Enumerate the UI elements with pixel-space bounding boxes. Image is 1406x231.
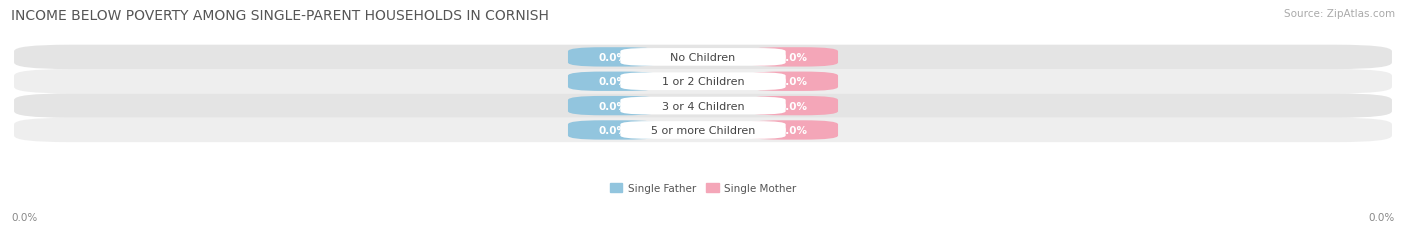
FancyBboxPatch shape (14, 94, 1392, 118)
Text: 5 or more Children: 5 or more Children (651, 125, 755, 135)
Text: 0.0%: 0.0% (11, 212, 38, 222)
Legend: Single Father, Single Mother: Single Father, Single Mother (606, 179, 800, 197)
FancyBboxPatch shape (620, 73, 786, 91)
FancyBboxPatch shape (747, 97, 838, 116)
Text: INCOME BELOW POVERTY AMONG SINGLE-PARENT HOUSEHOLDS IN CORNISH: INCOME BELOW POVERTY AMONG SINGLE-PARENT… (11, 9, 550, 23)
FancyBboxPatch shape (747, 72, 838, 91)
FancyBboxPatch shape (747, 121, 838, 140)
Text: 0.0%: 0.0% (599, 101, 628, 111)
FancyBboxPatch shape (14, 118, 1392, 143)
FancyBboxPatch shape (620, 122, 786, 139)
Text: 0.0%: 0.0% (778, 53, 807, 63)
FancyBboxPatch shape (747, 48, 838, 67)
Text: 1 or 2 Children: 1 or 2 Children (662, 77, 744, 87)
Text: Source: ZipAtlas.com: Source: ZipAtlas.com (1284, 9, 1395, 19)
Text: 0.0%: 0.0% (599, 77, 628, 87)
Text: 3 or 4 Children: 3 or 4 Children (662, 101, 744, 111)
FancyBboxPatch shape (568, 72, 659, 91)
Text: 0.0%: 0.0% (599, 125, 628, 135)
Text: 0.0%: 0.0% (599, 53, 628, 63)
FancyBboxPatch shape (620, 97, 786, 115)
FancyBboxPatch shape (568, 48, 659, 67)
FancyBboxPatch shape (568, 121, 659, 140)
FancyBboxPatch shape (14, 46, 1392, 70)
FancyBboxPatch shape (568, 97, 659, 116)
Text: 0.0%: 0.0% (778, 77, 807, 87)
Text: 0.0%: 0.0% (778, 125, 807, 135)
FancyBboxPatch shape (620, 49, 786, 67)
Text: 0.0%: 0.0% (778, 101, 807, 111)
Text: 0.0%: 0.0% (1368, 212, 1395, 222)
Text: No Children: No Children (671, 53, 735, 63)
FancyBboxPatch shape (14, 70, 1392, 94)
